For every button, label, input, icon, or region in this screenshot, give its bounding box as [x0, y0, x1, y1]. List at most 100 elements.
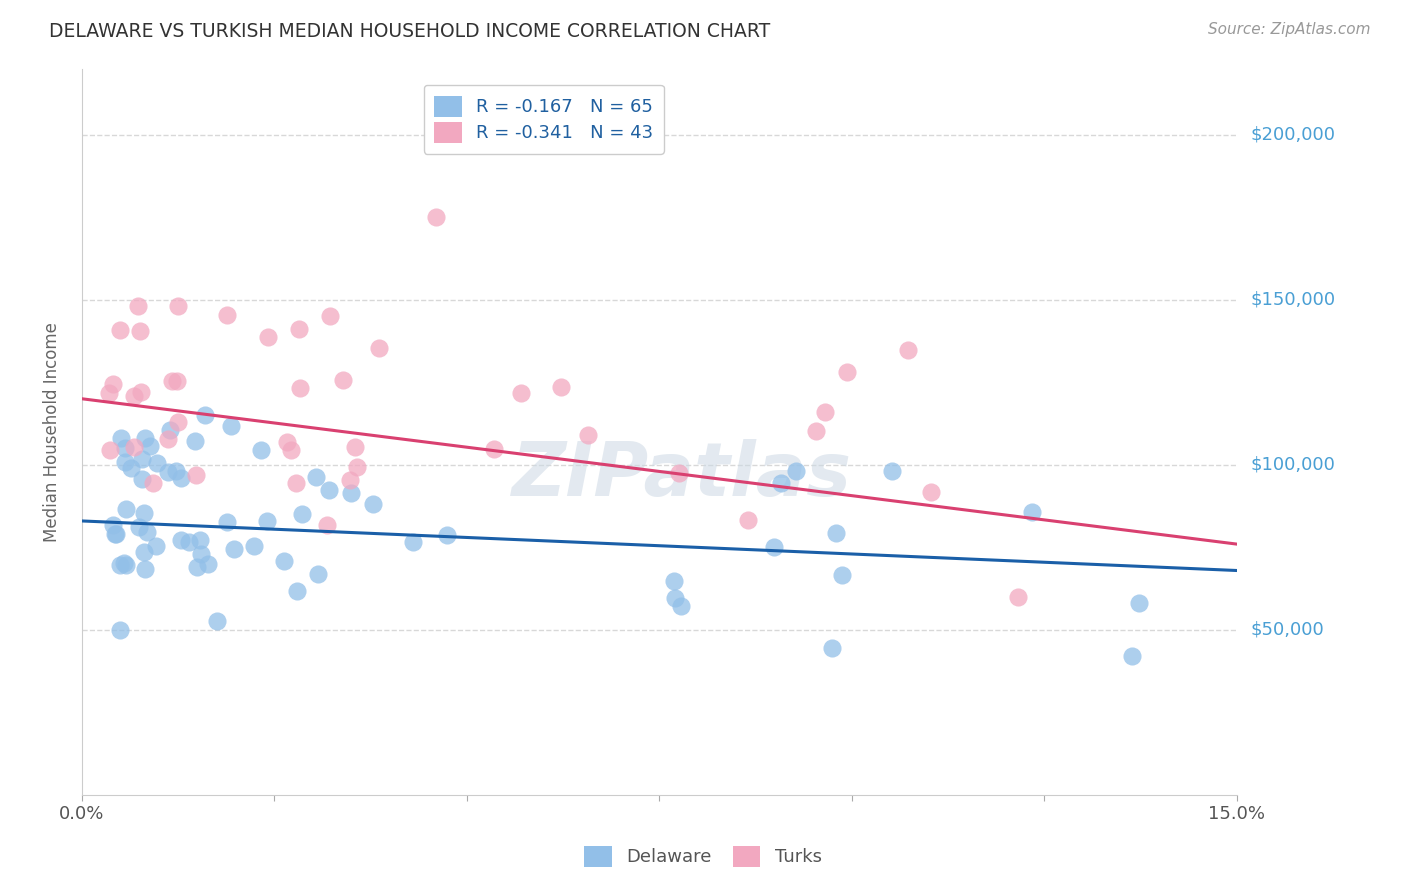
Point [186, 467, 208, 482]
Point [425, 210, 447, 224]
Point [142, 475, 165, 490]
Point [318, 483, 340, 497]
Point [316, 518, 339, 533]
Text: DELAWARE VS TURKISH MEDIAN HOUSEHOLD INCOME CORRELATION CHART: DELAWARE VS TURKISH MEDIAN HOUSEHOLD INC… [49, 22, 770, 41]
Point [127, 299, 149, 313]
Point [157, 465, 180, 479]
Point [190, 533, 212, 548]
Point [346, 460, 368, 475]
Point [307, 566, 329, 581]
Point [136, 524, 159, 539]
Point [482, 442, 505, 457]
Point [671, 599, 693, 613]
Point [402, 535, 425, 549]
Point [104, 526, 127, 541]
Point [114, 455, 136, 469]
Point [288, 381, 311, 395]
Text: $50,000: $50,000 [1250, 621, 1324, 639]
Point [785, 464, 807, 478]
Point [436, 528, 458, 542]
Point [304, 469, 326, 483]
Point [368, 341, 391, 355]
Point [197, 557, 219, 571]
Point [101, 376, 124, 391]
Point [814, 404, 837, 418]
Point [550, 380, 572, 394]
Point [131, 473, 153, 487]
Point [134, 432, 156, 446]
Point [664, 591, 686, 605]
Point [128, 520, 150, 534]
Point [291, 508, 314, 522]
Point [835, 365, 858, 379]
Point [880, 464, 903, 478]
Point [170, 533, 193, 548]
Point [132, 506, 155, 520]
Point [1007, 590, 1029, 604]
Point [120, 460, 142, 475]
Point [166, 299, 188, 313]
Point [280, 443, 302, 458]
Point [159, 423, 181, 437]
Point [129, 324, 152, 338]
Point [256, 514, 278, 528]
Point [273, 554, 295, 568]
Point [762, 540, 785, 554]
Point [332, 373, 354, 387]
Point [219, 418, 242, 433]
Point [131, 384, 153, 399]
Point [110, 431, 132, 445]
Point [122, 441, 145, 455]
Point [101, 517, 124, 532]
Point [1128, 596, 1150, 610]
Point [186, 559, 208, 574]
Point [97, 385, 120, 400]
Point [190, 547, 212, 561]
Point [1121, 649, 1143, 664]
Point [339, 486, 361, 500]
Legend: Delaware, Turks: Delaware, Turks [578, 838, 828, 874]
Point [737, 513, 759, 527]
Point [806, 424, 828, 438]
Point [145, 456, 167, 470]
Point [160, 374, 183, 388]
Point [250, 443, 273, 458]
Point [165, 464, 187, 478]
Point [145, 539, 167, 553]
Point [167, 415, 190, 429]
Point [257, 330, 280, 344]
Point [134, 562, 156, 576]
Point [287, 583, 309, 598]
Point [276, 435, 298, 450]
Point [108, 624, 131, 638]
Point [156, 432, 179, 446]
Point [825, 525, 848, 540]
Point [110, 323, 132, 337]
Point [1021, 505, 1043, 519]
Point [131, 452, 153, 467]
Legend: R = -0.167   N = 65, R = -0.341   N = 43: R = -0.167 N = 65, R = -0.341 N = 43 [423, 85, 664, 153]
Point [510, 386, 533, 401]
Point [122, 389, 145, 403]
Point [170, 471, 193, 485]
Point [668, 467, 690, 481]
Text: $100,000: $100,000 [1250, 456, 1336, 474]
Point [831, 568, 853, 582]
Point [769, 476, 792, 491]
Point [363, 497, 385, 511]
Point [115, 501, 138, 516]
Point [184, 434, 207, 449]
Point [662, 574, 685, 588]
Point [339, 473, 361, 487]
Point [215, 308, 238, 322]
Point [285, 476, 308, 491]
Point [224, 541, 246, 556]
Point [821, 640, 844, 655]
Point [166, 374, 188, 388]
Point [114, 558, 136, 572]
Point [215, 515, 238, 529]
Point [139, 439, 162, 453]
Point [110, 558, 132, 572]
Point [897, 343, 920, 357]
Point [194, 409, 217, 423]
